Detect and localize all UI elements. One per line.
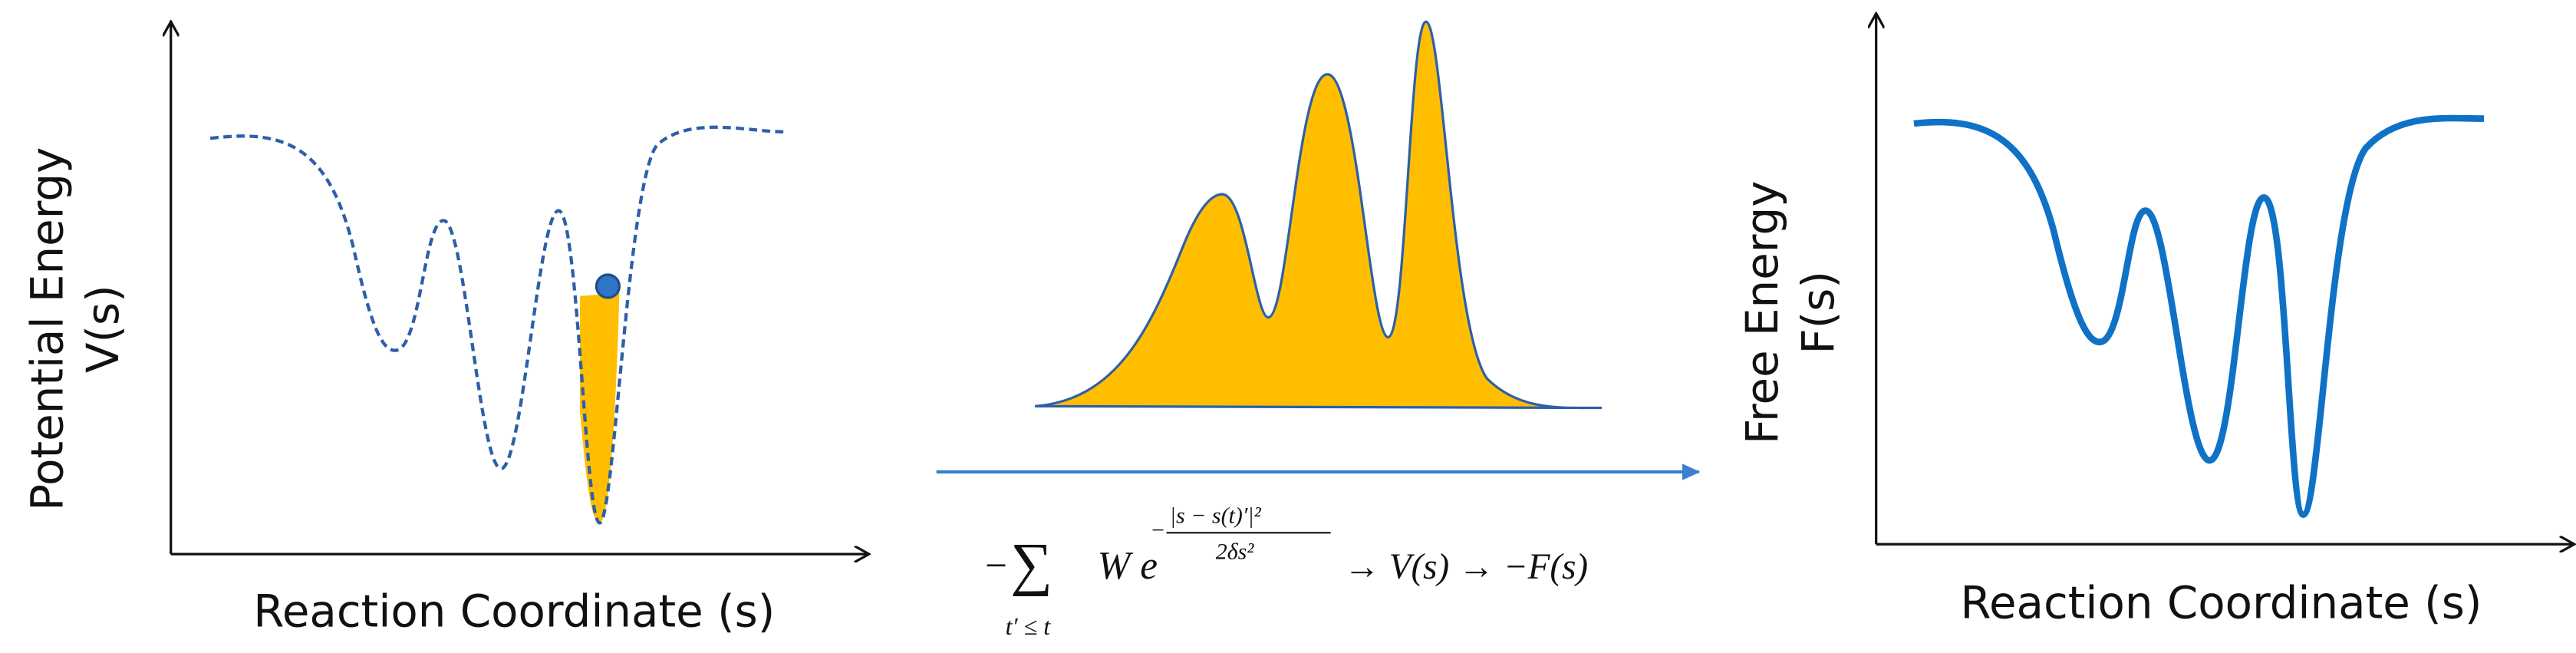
y-label: F(s) <box>1792 271 1844 354</box>
potential-curve <box>209 125 784 525</box>
formula-weight: W e <box>1098 544 1158 588</box>
formula-sum: ∑ <box>1010 531 1052 597</box>
middle-panel: − ∑ t′ ≤ t W e − |s − s(t)′|² 2δs² → V(s… <box>936 20 1701 640</box>
formula-exp-denominator: 2δs² <box>1216 539 1255 565</box>
bias-gaussians <box>1035 20 1603 410</box>
y-label: Potential Energy <box>21 147 73 511</box>
formula-exp-numerator: |s − s(t)′|² <box>1170 503 1262 528</box>
formula-minus: − <box>983 544 1010 588</box>
formula-rest: → V(s) → −F(s) <box>1344 547 1588 587</box>
y-label: Free Energy <box>1736 181 1788 444</box>
formula-subscript: t′ ≤ t <box>1006 612 1052 640</box>
y-label: V(s) <box>77 285 129 373</box>
free-energy-curve <box>1913 114 2485 518</box>
filled-well <box>579 292 620 523</box>
walker-ball <box>595 273 621 299</box>
formula-exp-sign: − <box>1150 518 1165 543</box>
x-label: Reaction Coordinate (s) <box>1960 577 2482 629</box>
x-label: Reaction Coordinate (s) <box>253 585 775 637</box>
left-panel: Potential Energy V(s) Reaction Coordinat… <box>21 23 867 637</box>
right-panel: Free Energy F(s) Reaction Coordinate (s) <box>1736 15 2573 629</box>
